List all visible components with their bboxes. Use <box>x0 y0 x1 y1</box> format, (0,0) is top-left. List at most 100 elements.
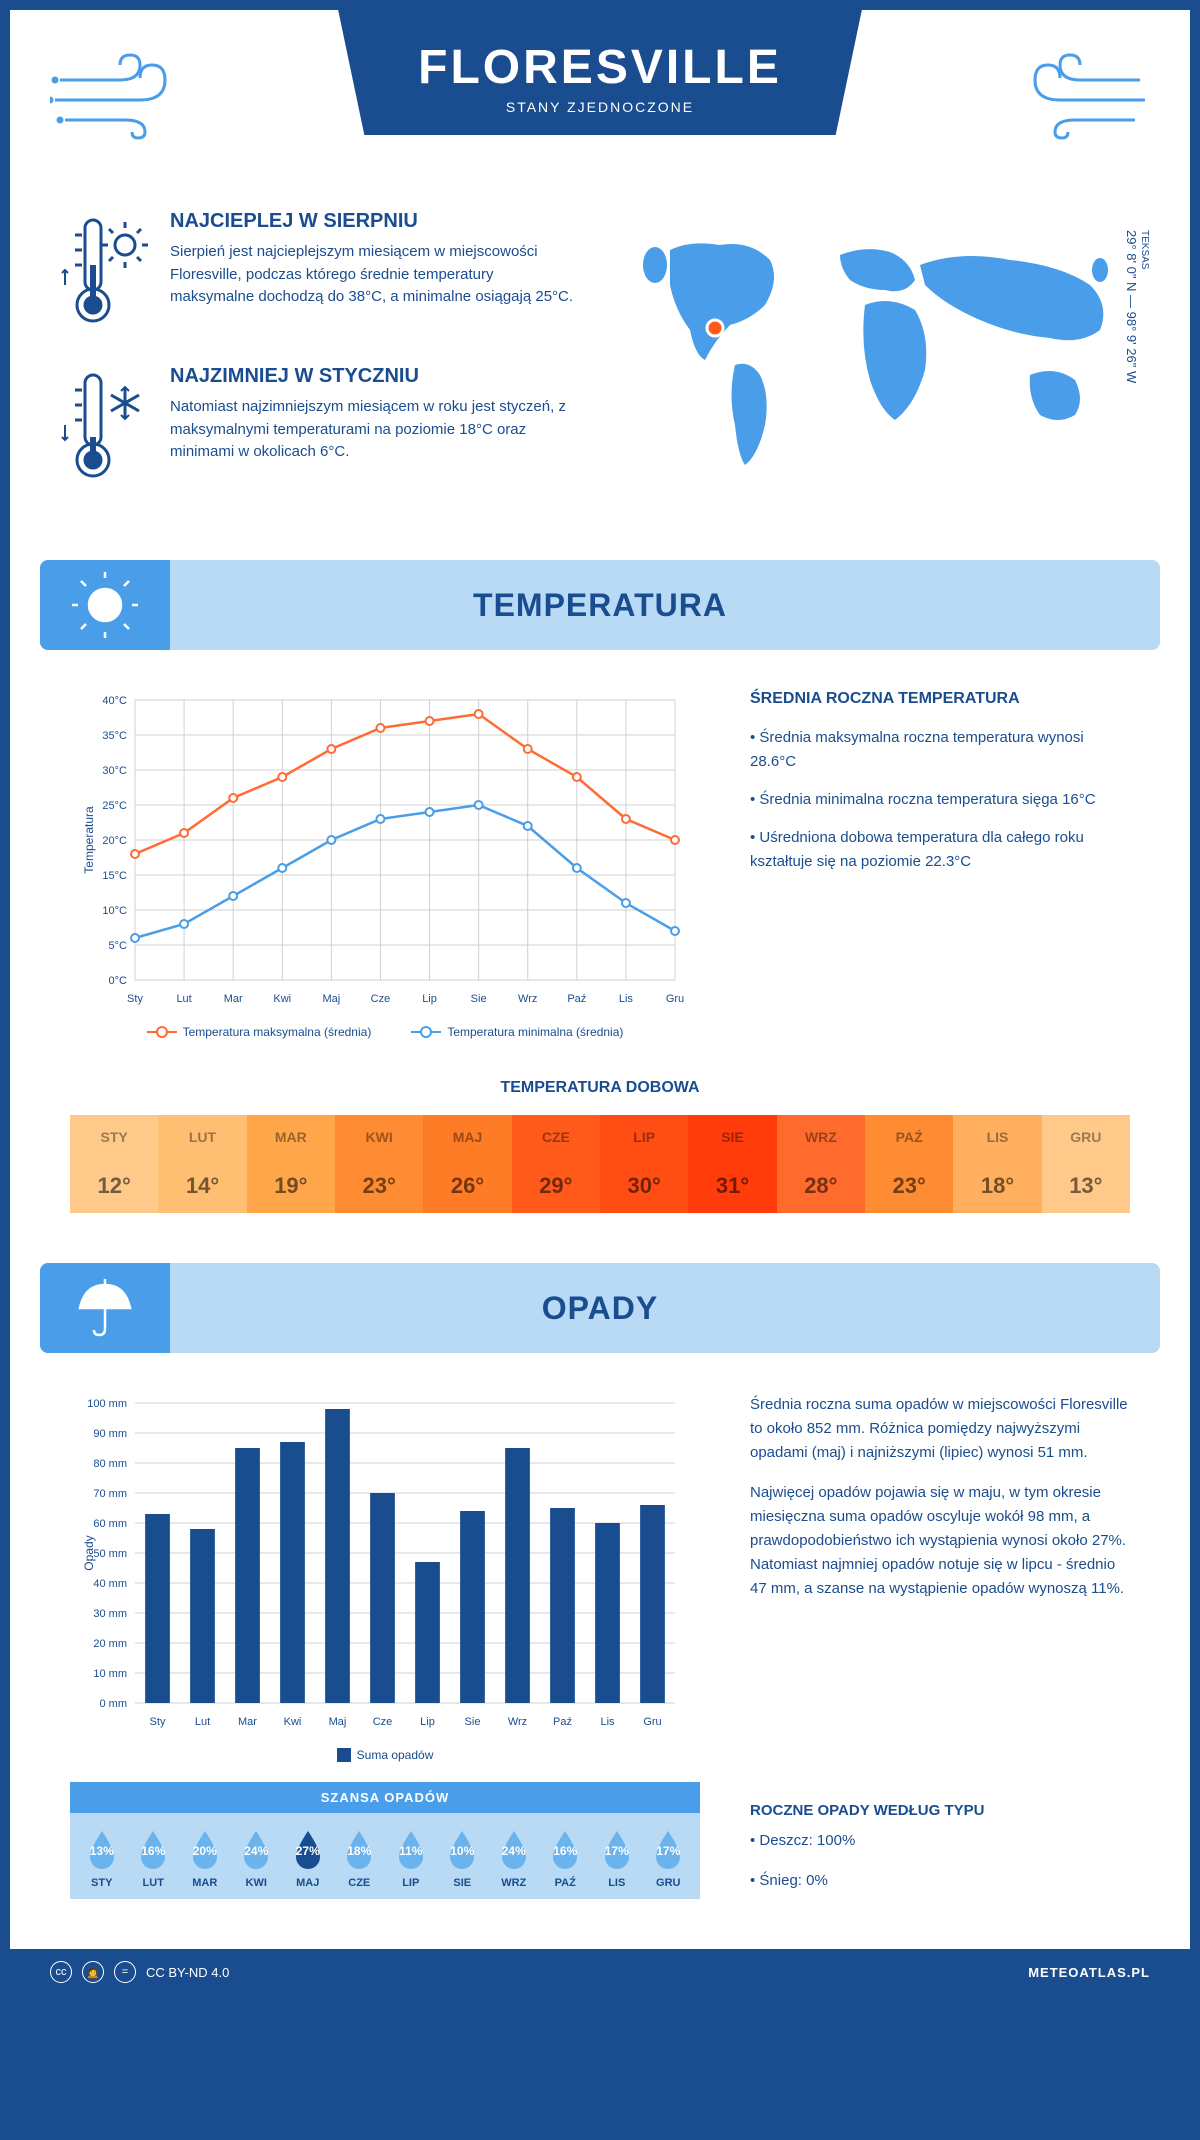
chance-cell: 11% LIP <box>385 1827 437 1889</box>
svg-text:70 mm: 70 mm <box>93 1488 127 1500</box>
svg-text:Paź: Paź <box>553 1716 572 1728</box>
svg-text:50 mm: 50 mm <box>93 1548 127 1560</box>
location-marker <box>707 320 723 336</box>
daily-month: LUT <box>158 1115 246 1159</box>
precipitation-content: 0 mm10 mm20 mm30 mm40 mm50 mm60 mm70 mm8… <box>10 1353 1190 1782</box>
daily-value: 26° <box>423 1159 511 1213</box>
footer: cc 🙍 = CC BY-ND 4.0 METEOATLAS.PL <box>10 1949 1190 1995</box>
chance-cell: 17% LIS <box>591 1827 643 1889</box>
svg-text:20 mm: 20 mm <box>93 1638 127 1650</box>
svg-text:Sie: Sie <box>471 993 487 1005</box>
svg-text:Sty: Sty <box>150 1716 166 1728</box>
chance-cell: 17% GRU <box>643 1827 695 1889</box>
warmest-block: NAJCIEPLEJ W SIERPNIU Sierpień jest najc… <box>60 210 580 335</box>
world-map-icon <box>620 210 1140 490</box>
warmest-title: NAJCIEPLEJ W SIERPNIU <box>170 210 580 233</box>
daily-value: 14° <box>158 1159 246 1213</box>
svg-text:Cze: Cze <box>373 1716 393 1728</box>
temp-chart-legend: Temperatura maksymalna (średnia) Tempera… <box>70 1025 700 1039</box>
svg-text:Lut: Lut <box>195 1716 210 1728</box>
svg-text:Maj: Maj <box>329 1716 347 1728</box>
thermometer-hot-icon <box>60 210 150 335</box>
drop-icon: 18% <box>337 1827 381 1871</box>
svg-text:5°C: 5°C <box>109 940 128 952</box>
daily-month: GRU <box>1042 1115 1130 1159</box>
drop-icon: 16% <box>131 1827 175 1871</box>
license-text: CC BY-ND 4.0 <box>146 1965 229 1980</box>
svg-text:Maj: Maj <box>322 993 340 1005</box>
drop-icon: 24% <box>492 1827 536 1871</box>
nd-icon: = <box>114 1961 136 1983</box>
temperature-stats: ŚREDNIA ROCZNA TEMPERATURA • Średnia mak… <box>750 690 1130 1039</box>
drop-icon: 16% <box>543 1827 587 1871</box>
svg-text:20°C: 20°C <box>102 835 127 847</box>
temperature-header: TEMPERATURA <box>40 560 1160 650</box>
daily-value: 23° <box>335 1159 423 1213</box>
svg-text:Lip: Lip <box>422 993 437 1005</box>
precipitation-header: OPADY <box>40 1263 1160 1353</box>
temperature-title: TEMPERATURA <box>40 587 1160 624</box>
temperature-line-chart: 0°C5°C10°C15°C20°C25°C30°C35°C40°CStyLut… <box>70 690 700 1010</box>
svg-text:Kwi: Kwi <box>273 993 291 1005</box>
svg-text:Lis: Lis <box>600 1716 615 1728</box>
daily-value: 12° <box>70 1159 158 1213</box>
drop-icon: 27% <box>286 1827 330 1871</box>
header-ribbon: FLORESVILLE STANY ZJEDNOCZONE <box>338 10 862 135</box>
daily-month: PAŹ <box>865 1115 953 1159</box>
svg-text:10°C: 10°C <box>102 905 127 917</box>
precipitation-title: OPADY <box>40 1290 1160 1327</box>
coordinates: TEKSAS 29° 8' 0" N — 98° 9' 26" W <box>1124 230 1150 383</box>
intro-section: NAJCIEPLEJ W SIERPNIU Sierpień jest najc… <box>10 190 1190 560</box>
svg-text:Gru: Gru <box>643 1716 661 1728</box>
chance-table: SZANSA OPADÓW 13% STY 16% LUT 20% MAR 24… <box>70 1782 700 1909</box>
daily-value: 31° <box>688 1159 776 1213</box>
svg-text:Mar: Mar <box>224 993 243 1005</box>
chance-cell: 18% CZE <box>334 1827 386 1889</box>
chance-title: SZANSA OPADÓW <box>70 1782 700 1813</box>
precipitation-text: Średnia roczna suma opadów w miejscowośc… <box>750 1393 1130 1762</box>
svg-text:0°C: 0°C <box>109 975 128 987</box>
chance-cell: 24% WRZ <box>488 1827 540 1889</box>
chance-cell: 16% PAŹ <box>540 1827 592 1889</box>
daily-temp-table: STYLUTMARKWIMAJCZELIPSIEWRZPAŹLISGRU12°1… <box>70 1115 1130 1213</box>
precipitation-by-type: ROCZNE OPADY WEDŁUG TYPU • Deszcz: 100% … <box>750 1782 1130 1909</box>
svg-text:100 mm: 100 mm <box>87 1398 127 1410</box>
by-type-title: ROCZNE OPADY WEDŁUG TYPU <box>750 1802 1130 1819</box>
daily-temperature: TEMPERATURA DOBOWA STYLUTMARKWIMAJCZELIP… <box>10 1079 1190 1263</box>
daily-month: STY <box>70 1115 158 1159</box>
svg-text:Lip: Lip <box>420 1716 435 1728</box>
coldest-block: NAJZIMNIEJ W STYCZNIU Natomiast najzimni… <box>60 365 580 490</box>
page: FLORESVILLE STANY ZJEDNOCZONE <box>10 10 1190 1995</box>
svg-text:35°C: 35°C <box>102 730 127 742</box>
thermometer-cold-icon <box>60 365 150 490</box>
site-name: METEOATLAS.PL <box>1028 1965 1150 1980</box>
svg-text:Mar: Mar <box>238 1716 257 1728</box>
svg-text:Kwi: Kwi <box>284 1716 302 1728</box>
chance-cell: 24% KWI <box>231 1827 283 1889</box>
chance-section: SZANSA OPADÓW 13% STY 16% LUT 20% MAR 24… <box>10 1782 1190 1949</box>
temperature-content: 0°C5°C10°C15°C20°C25°C30°C35°C40°CStyLut… <box>10 650 1190 1079</box>
svg-text:Wrz: Wrz <box>508 1716 527 1728</box>
daily-month: MAR <box>247 1115 335 1159</box>
daily-value: 28° <box>777 1159 865 1213</box>
daily-value: 23° <box>865 1159 953 1213</box>
daily-month: MAJ <box>423 1115 511 1159</box>
drop-icon: 17% <box>646 1827 690 1871</box>
svg-text:Sty: Sty <box>127 993 143 1005</box>
daily-value: 13° <box>1042 1159 1130 1213</box>
precipitation-bar-chart: 0 mm10 mm20 mm30 mm40 mm50 mm60 mm70 mm8… <box>70 1393 700 1733</box>
wind-icon-right <box>1010 50 1150 145</box>
city-name: FLORESVILLE <box>418 40 782 95</box>
map-block: TEKSAS 29° 8' 0" N — 98° 9' 26" W <box>620 210 1140 520</box>
drop-icon: 11% <box>389 1827 433 1871</box>
svg-text:Gru: Gru <box>666 993 684 1005</box>
svg-text:30 mm: 30 mm <box>93 1608 127 1620</box>
svg-text:25°C: 25°C <box>102 800 127 812</box>
drop-icon: 13% <box>80 1827 124 1871</box>
svg-text:10 mm: 10 mm <box>93 1668 127 1680</box>
daily-value: 30° <box>600 1159 688 1213</box>
daily-value: 19° <box>247 1159 335 1213</box>
header: FLORESVILLE STANY ZJEDNOCZONE <box>10 10 1190 190</box>
drop-icon: 24% <box>234 1827 278 1871</box>
svg-text:90 mm: 90 mm <box>93 1428 127 1440</box>
